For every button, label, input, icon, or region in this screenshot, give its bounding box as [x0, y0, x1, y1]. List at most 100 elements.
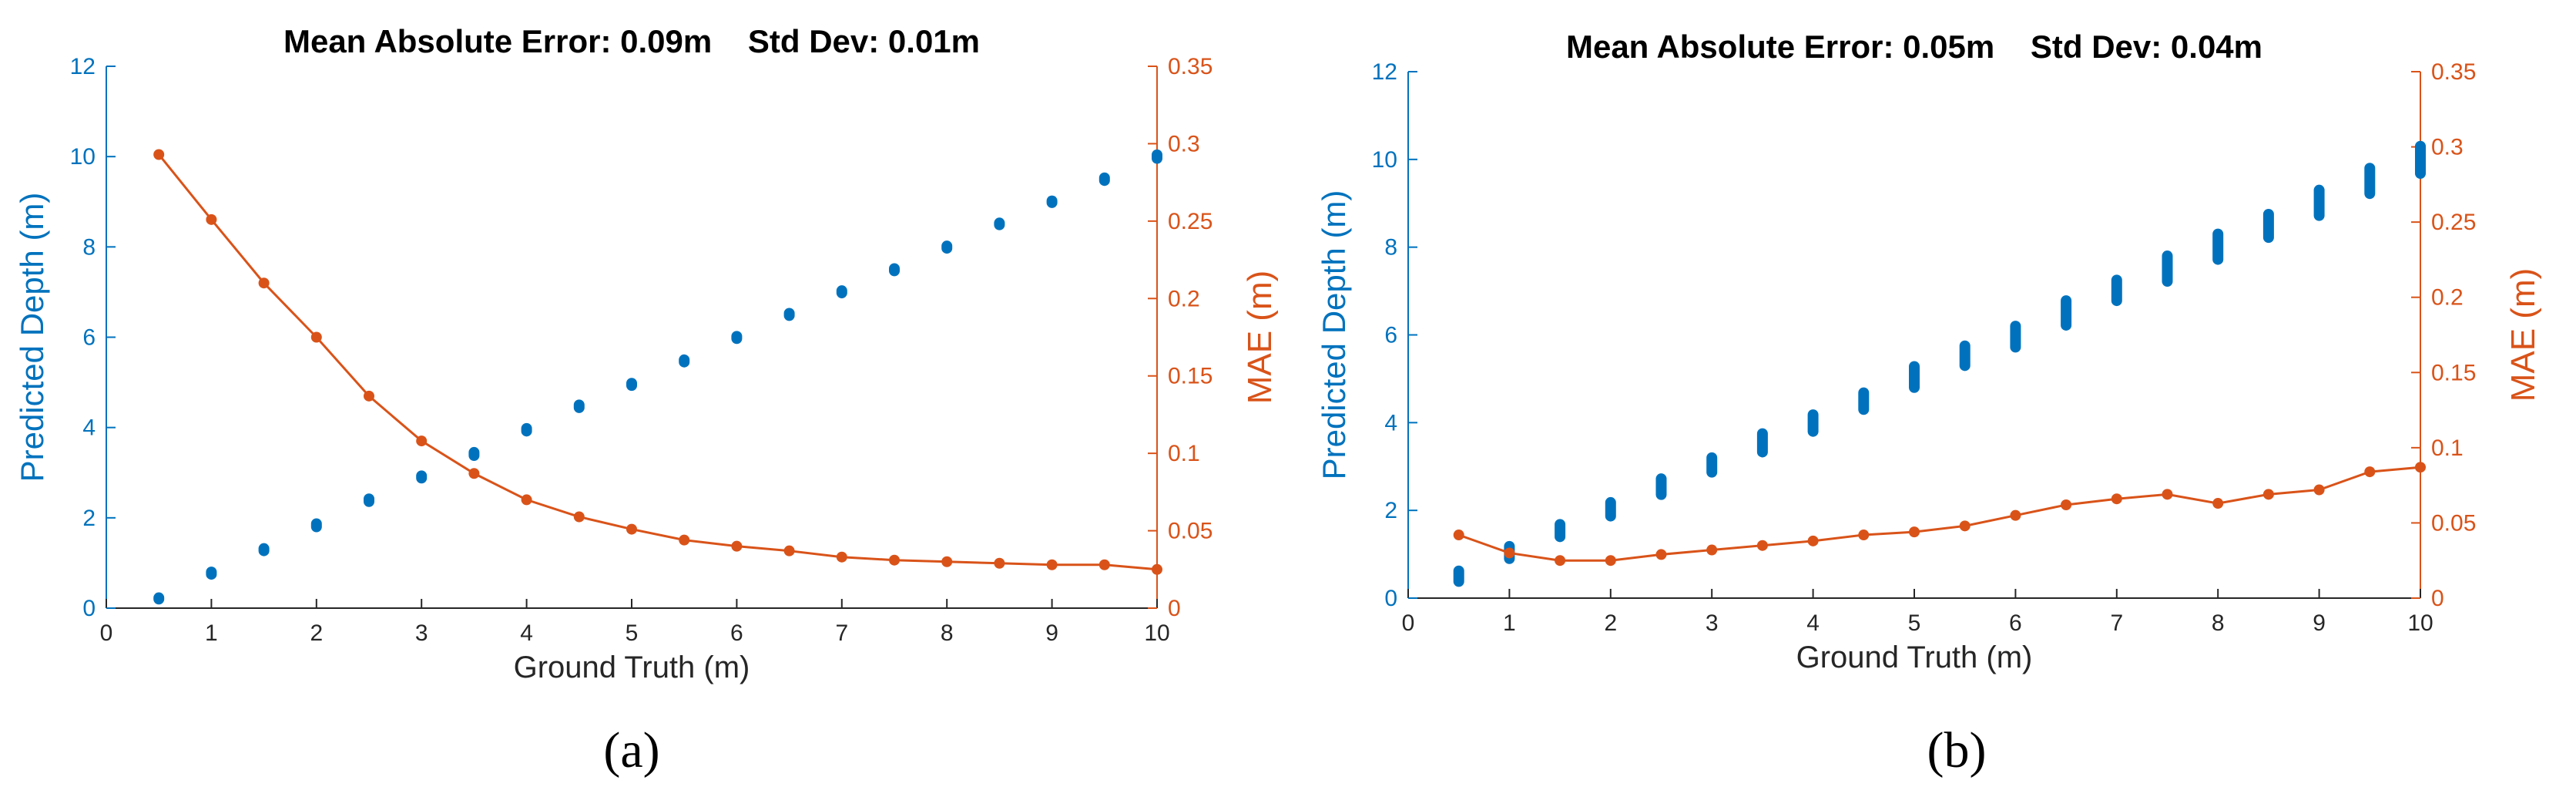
- x-tick-label: 3: [1706, 610, 1719, 636]
- predicted-depth-point: [783, 308, 795, 321]
- mae-point: [2415, 462, 2426, 473]
- predicted-depth-point: [1655, 473, 1667, 500]
- mae-point: [1858, 530, 1870, 541]
- x-tick-label: 6: [730, 620, 743, 646]
- predicted-depth-point: [468, 446, 480, 461]
- predicted-depth-point: [889, 263, 900, 277]
- mae-point: [206, 214, 217, 225]
- mae-point: [941, 556, 953, 567]
- x-tick-label: 4: [1806, 610, 1820, 636]
- predicted-depth-point: [1756, 428, 1768, 458]
- mae-point: [783, 545, 795, 556]
- mae-point: [2212, 498, 2224, 509]
- predicted-depth-point: [836, 285, 847, 299]
- y2-tick-label: 0.3: [1168, 131, 1200, 156]
- x-axis-label: Ground Truth (m): [514, 651, 750, 684]
- y-tick-label: 10: [70, 144, 96, 170]
- y2-tick-label: 0.2: [1168, 286, 1200, 311]
- y-tick-label: 0: [82, 596, 96, 621]
- y-tick-label: 2: [82, 506, 96, 531]
- y2-tick-label: 0.25: [1168, 209, 1213, 234]
- mae-point: [1046, 559, 1058, 570]
- y2-tick-label: 0.15: [1168, 364, 1213, 389]
- x-tick-label: 9: [1045, 620, 1058, 646]
- predicted-depth-point: [2313, 184, 2325, 221]
- mae-point: [1605, 555, 1616, 567]
- mae-series: [153, 149, 1162, 575]
- mae-point: [1655, 549, 1667, 560]
- x-axis-label: Ground Truth (m): [1796, 641, 2033, 674]
- y-tick-label: 12: [1372, 59, 1397, 85]
- predicted-depth-point: [364, 493, 374, 507]
- x-tick-label: 5: [1908, 610, 1921, 636]
- chart-title: Mean Absolute Error: 0.05m Std Dev: 0.04…: [1566, 29, 2262, 65]
- predicted-depth-point: [2415, 140, 2426, 180]
- x-tick-label: 7: [2110, 610, 2123, 636]
- mae-point: [521, 494, 532, 506]
- y2-tick-label: 0: [1168, 596, 1181, 621]
- mae-line: [158, 153, 1158, 571]
- y2-axis-label: MAE (m): [2504, 268, 2542, 402]
- y2-tick-label: 0.3: [2431, 135, 2464, 160]
- mae-point: [1453, 530, 1464, 541]
- mae-point: [573, 511, 585, 523]
- predicted-depth-point: [1046, 195, 1058, 208]
- chart-panel-b: Mean Absolute Error: 0.05m Std Dev: 0.04…: [1316, 29, 2542, 778]
- x-tick-label: 3: [415, 620, 428, 646]
- predicted-depth-point: [573, 399, 585, 413]
- y2-tick-label: 0.1: [1168, 441, 1200, 466]
- predicted-depth-point: [994, 217, 1005, 230]
- predicted-depth-point: [731, 331, 743, 345]
- predicted-depth-series: [1453, 140, 2426, 587]
- mae-point: [889, 554, 900, 566]
- predicted-depth-point: [1555, 519, 1566, 543]
- mae-point: [468, 468, 480, 479]
- predicted-depth-point: [206, 567, 217, 580]
- y2-tick-label: 0.05: [2431, 510, 2476, 536]
- mae-point: [994, 557, 1005, 569]
- predicted-depth-point: [310, 518, 322, 533]
- chart-title: Mean Absolute Error: 0.09m Std Dev: 0.01…: [283, 23, 980, 59]
- y2-tick-label: 0.2: [2431, 285, 2464, 311]
- predicted-depth-point: [1605, 496, 1616, 522]
- mae-point: [310, 331, 322, 343]
- y-tick-label: 6: [1384, 323, 1397, 348]
- y-tick-label: 0: [1384, 586, 1397, 611]
- predicted-depth-point: [626, 378, 637, 392]
- x-tick-label: 10: [1144, 620, 1169, 646]
- x-tick-label: 9: [2313, 610, 2326, 636]
- predicted-depth-point: [2364, 163, 2376, 200]
- predicted-depth-series: [153, 149, 1162, 605]
- mae-point: [2364, 466, 2376, 478]
- y-tick-label: 8: [82, 234, 96, 260]
- mae-line: [1458, 466, 2421, 562]
- predicted-depth-point: [416, 470, 428, 484]
- mae-point: [258, 277, 270, 289]
- mae-point: [1504, 547, 1515, 559]
- y2-axis-label: MAE (m): [1241, 271, 1279, 405]
- mae-point: [1555, 555, 1566, 567]
- predicted-depth-point: [1098, 172, 1110, 187]
- x-tick-label: 0: [100, 620, 113, 646]
- x-tick-label: 2: [1604, 610, 1617, 636]
- predicted-depth-point: [2212, 228, 2224, 265]
- chart-panel-a: Mean Absolute Error: 0.09m Std Dev: 0.01…: [14, 23, 1279, 778]
- mae-point: [1756, 540, 1768, 551]
- y-tick-label: 2: [1384, 498, 1397, 523]
- predicted-depth-point: [1706, 452, 1718, 478]
- y2-tick-label: 0.1: [2431, 435, 2464, 461]
- x-tick-label: 1: [205, 620, 218, 646]
- mae-point: [2162, 489, 2173, 500]
- predicted-depth-point: [679, 354, 690, 368]
- mae-series: [1453, 462, 2426, 567]
- mae-point: [2010, 509, 2021, 521]
- mae-point: [2061, 499, 2072, 511]
- y-tick-label: 6: [82, 325, 96, 351]
- x-tick-label: 7: [835, 620, 848, 646]
- predicted-depth-point: [1807, 409, 1819, 437]
- x-tick-label: 4: [520, 620, 533, 646]
- mae-point: [364, 390, 374, 402]
- y2-tick-label: 0.15: [2431, 360, 2476, 385]
- mae-point: [416, 435, 428, 447]
